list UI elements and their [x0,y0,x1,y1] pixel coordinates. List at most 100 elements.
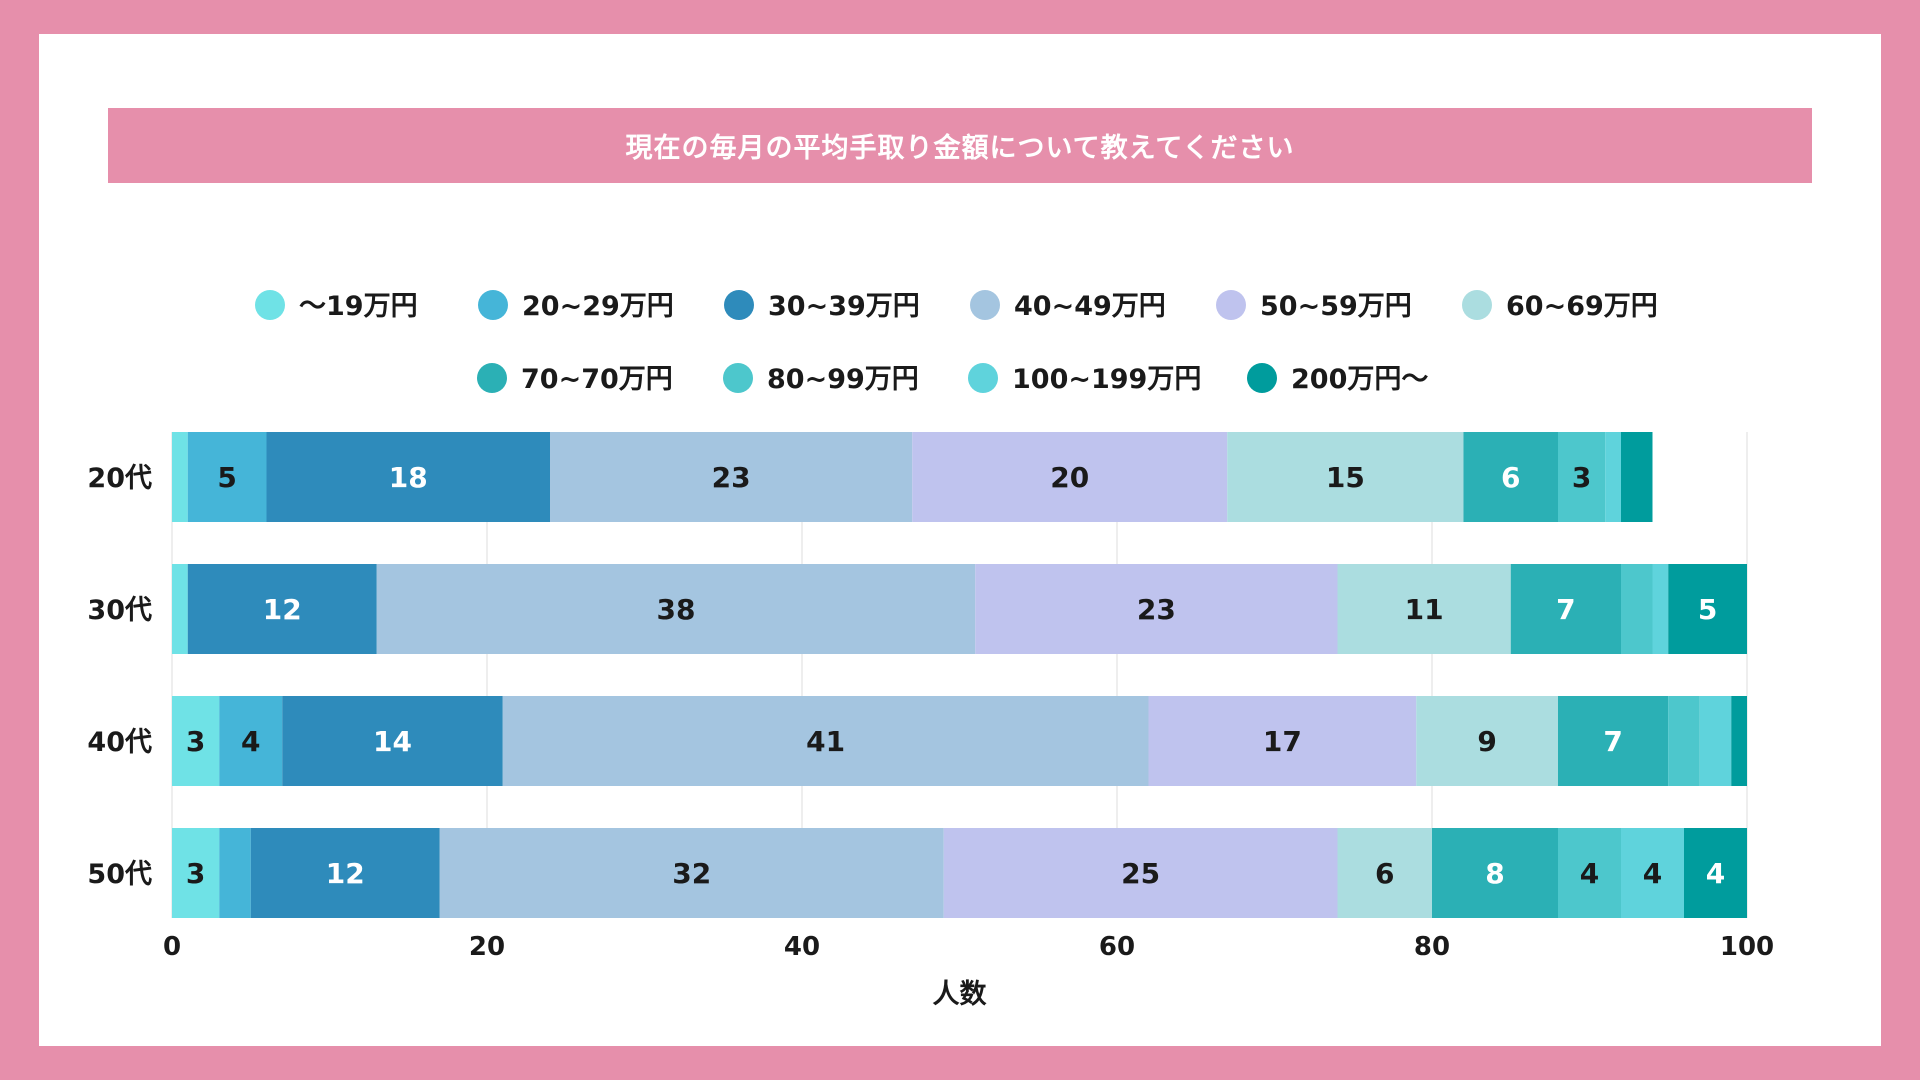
bar-segment [1699,696,1732,786]
legend-item: 60~69万円 [1462,290,1658,322]
legend-label: 20~29万円 [522,291,674,322]
bar-segment [975,564,1338,654]
legend-label: 200万円〜 [1291,364,1428,395]
data-label: 3 [1572,461,1591,494]
legend-label: 100~199万円 [1012,364,1201,395]
legend-item: 100~199万円 [968,363,1201,395]
data-label: 6 [1501,461,1520,494]
bars [172,432,1747,918]
data-label: 32 [672,857,711,890]
bar-segment [172,432,188,522]
axes: 20代 30代 40代 50代 0 20 40 60 80 100 人数 [87,463,1774,1010]
bar-segment [1416,696,1558,786]
bar-segment [1731,696,1747,786]
bar-segment [1684,828,1747,918]
data-label: 41 [806,725,845,758]
bar-segment [912,432,1228,522]
bar-segment [943,828,1338,918]
x-tick-label: 0 [163,932,181,962]
category-label: 30代 [87,595,152,626]
bar-segment [187,564,377,654]
legend-swatch [723,363,753,393]
legend-swatch [968,363,998,393]
bar-segment [1148,696,1417,786]
data-label: 15 [1326,461,1365,494]
data-label: 14 [373,725,412,758]
bar-segment [376,564,976,654]
legend-item: 20~29万円 [478,290,674,322]
x-tick-label: 60 [1099,932,1135,962]
bar-segment [172,564,188,654]
bar-segment [1558,432,1606,522]
data-label: 23 [712,461,751,494]
legend-swatch [724,290,754,320]
data-label: 38 [657,593,696,626]
bar-segment [1621,828,1684,918]
category-label: 20代 [87,463,152,494]
bar-segment [1605,432,1621,522]
data-label: 18 [389,461,428,494]
legend-item: 40~49万円 [970,290,1166,322]
bar-segment [172,828,220,918]
bar-segment [1668,696,1700,786]
x-axis-title: 人数 [933,979,988,1010]
data-label: 25 [1121,857,1160,890]
data-label: 17 [1263,725,1302,758]
legend-swatch [1462,290,1492,320]
data-label: 23 [1137,593,1176,626]
x-tick-label: 100 [1720,932,1774,962]
bar-segment [1621,432,1653,522]
bar-segment [219,696,283,786]
legend-label: 30~39万円 [768,291,920,322]
bar-segment [250,828,440,918]
legend-label: 〜19万円 [299,291,418,322]
bar-segment [1337,564,1511,654]
bar-segment [1227,432,1464,522]
legend-item: 30~39万円 [724,290,920,322]
legend-swatch [255,290,285,320]
bar-segment [1432,828,1558,918]
bar-segment [172,696,220,786]
legend-label: 60~69万円 [1506,291,1658,322]
data-label: 9 [1477,725,1496,758]
bar-segment [1337,828,1432,918]
x-tick-label: 40 [784,932,820,962]
legend-label: 80~99万円 [767,364,919,395]
data-label: 6 [1375,857,1394,890]
data-label: 4 [1643,857,1662,890]
data-label: 4 [1706,857,1725,890]
bar-segment [1652,564,1669,654]
legend-item: 80~99万円 [723,363,919,395]
legend-swatch [1247,363,1277,393]
legend-item: 〜19万円 [255,290,418,322]
bar-segment [266,432,550,522]
legend: 〜19万円 20~29万円 30~39万円 40~49万円 50~59万円 60~69万円… [255,290,1658,395]
legend-label: 50~59万円 [1260,291,1412,322]
bar-segment [1668,564,1747,654]
legend-swatch [477,363,507,393]
bar-segment [1558,828,1621,918]
data-label: 7 [1603,725,1622,758]
data-label: 3 [186,857,205,890]
data-label: 8 [1485,857,1504,890]
bar-segment [439,828,944,918]
bar-segment [219,828,251,918]
data-label: 4 [241,725,260,758]
legend-item: 70~70万円 [477,363,673,395]
data-label: 3 [186,725,205,758]
data-label: 11 [1405,593,1444,626]
bar-segment [502,696,1149,786]
legend-label: 70~70万円 [521,364,673,395]
chart-title: 現在の毎月の平均手取り金額について教えてください [108,108,1812,183]
data-label: 7 [1556,593,1575,626]
data-label: 5 [217,461,236,494]
bar-segment [550,432,913,522]
x-tick-label: 20 [469,932,505,962]
x-tick-label: 80 [1414,932,1450,962]
bar-segment [1558,696,1669,786]
data-label: 5 [1698,593,1717,626]
bar-segment [282,696,503,786]
bar-segment [1463,432,1558,522]
legend-swatch [478,290,508,320]
